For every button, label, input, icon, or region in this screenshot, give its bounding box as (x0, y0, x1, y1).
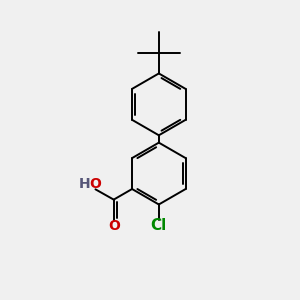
Text: O: O (108, 219, 120, 233)
Text: H: H (78, 177, 90, 191)
Text: Cl: Cl (151, 218, 167, 233)
Text: O: O (89, 177, 101, 191)
